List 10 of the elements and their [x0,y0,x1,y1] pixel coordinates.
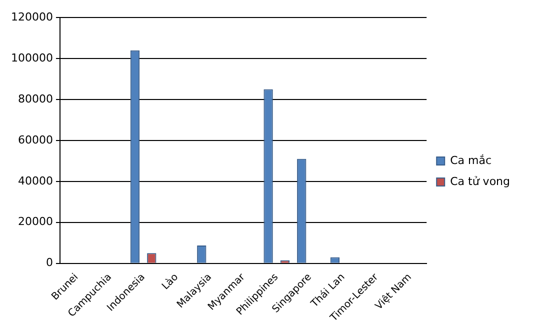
y-tick-label: 100000 [10,51,53,64]
y-tick-label: 80000 [18,92,53,106]
y-tick-label: 40000 [18,174,53,188]
y-tick-label: 20000 [18,215,53,228]
x-tick-label: Lào [160,272,181,292]
legend-label: Ca mắc [450,154,492,167]
y-tick-label: 120000 [10,10,53,24]
y-tick-label: 60000 [18,133,53,146]
legend-label: Ca tử vong [450,174,510,188]
y-tick-label: 0 [46,256,53,270]
